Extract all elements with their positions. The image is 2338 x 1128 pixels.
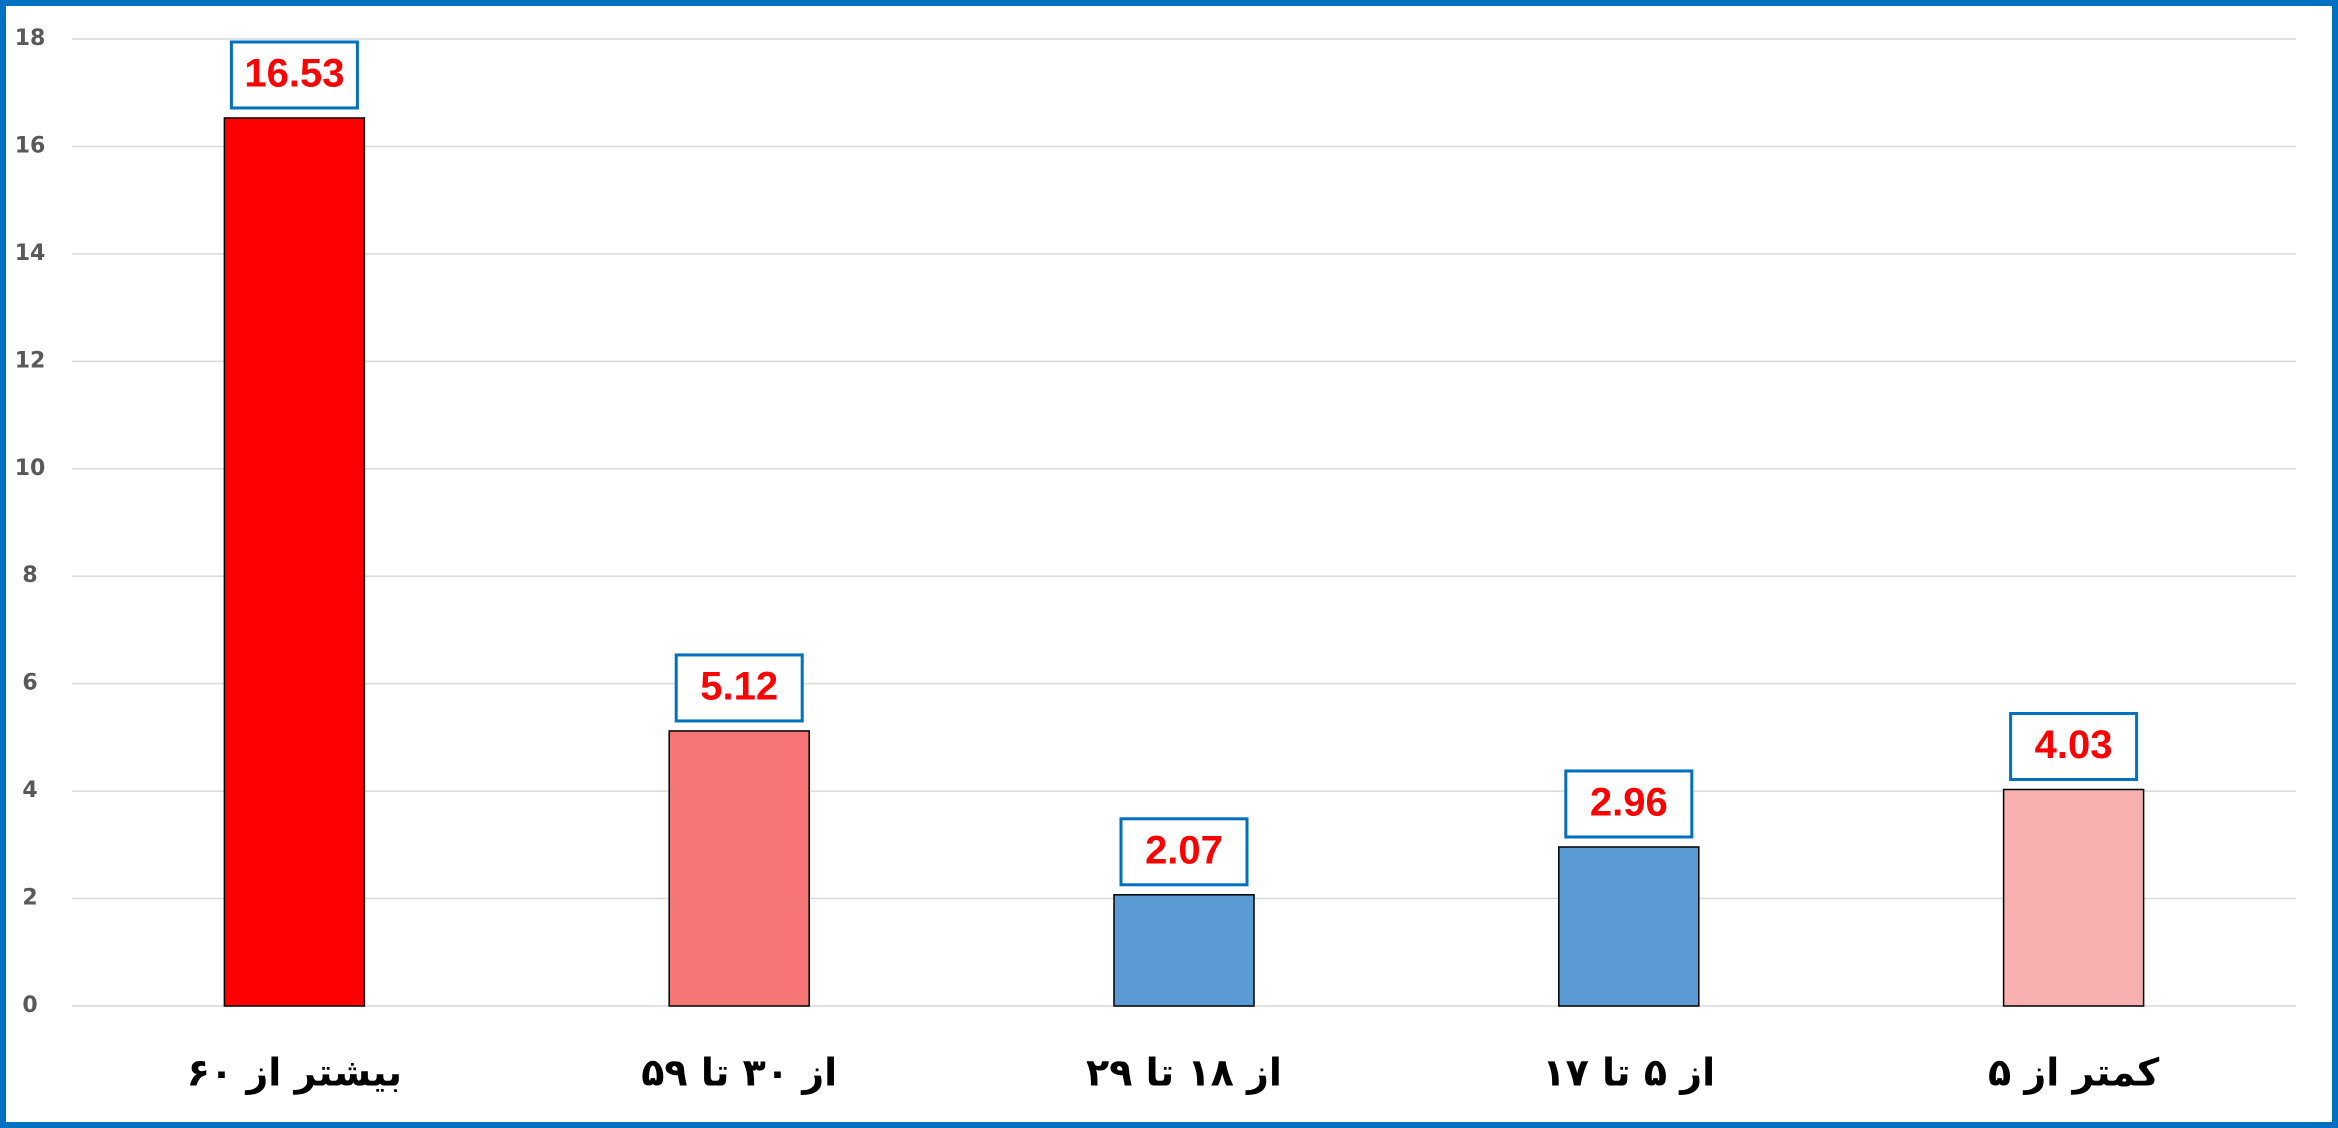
value-label-box	[229, 40, 359, 110]
value-label: 2.07	[1145, 828, 1223, 872]
x-tick-label: کمتر از ۵	[1988, 1051, 2160, 1095]
value-label: 5.12	[700, 665, 778, 709]
y-tick-label: 0	[22, 993, 37, 1018]
y-tick-label: 6	[22, 671, 37, 696]
x-tick-label: از ۳۰ تا ۵۹	[641, 1051, 837, 1095]
bar	[2002, 788, 2145, 1007]
bar	[1113, 894, 1255, 1007]
value-label-box	[1119, 817, 1249, 887]
y-tick-label: 12	[15, 348, 46, 373]
bar	[223, 117, 366, 1007]
value-label-box	[674, 653, 804, 723]
x-tick-label: از ۱۸ تا ۲۹	[1086, 1051, 1282, 1095]
value-label-box	[1564, 769, 1694, 839]
bar	[668, 730, 810, 1007]
value-label-box	[2009, 711, 2139, 781]
bar	[1558, 846, 1700, 1007]
value-label: 2.96	[1590, 781, 1668, 825]
x-tick-label: بیشتر از ۶۰	[187, 1051, 402, 1095]
y-tick-label: 8	[22, 563, 37, 588]
value-label: 4.03	[2035, 723, 2113, 767]
y-tick-label: 2	[22, 886, 37, 911]
y-tick-label: 14	[15, 241, 46, 266]
y-tick-label: 4	[22, 778, 37, 803]
y-tick-label: 16	[15, 133, 46, 158]
y-tick-label: 18	[15, 26, 46, 51]
x-tick-label: از ۵ تا ۱۷	[1542, 1051, 1715, 1095]
y-tick-label: 10	[15, 456, 46, 481]
value-label: 16.53	[244, 52, 344, 96]
